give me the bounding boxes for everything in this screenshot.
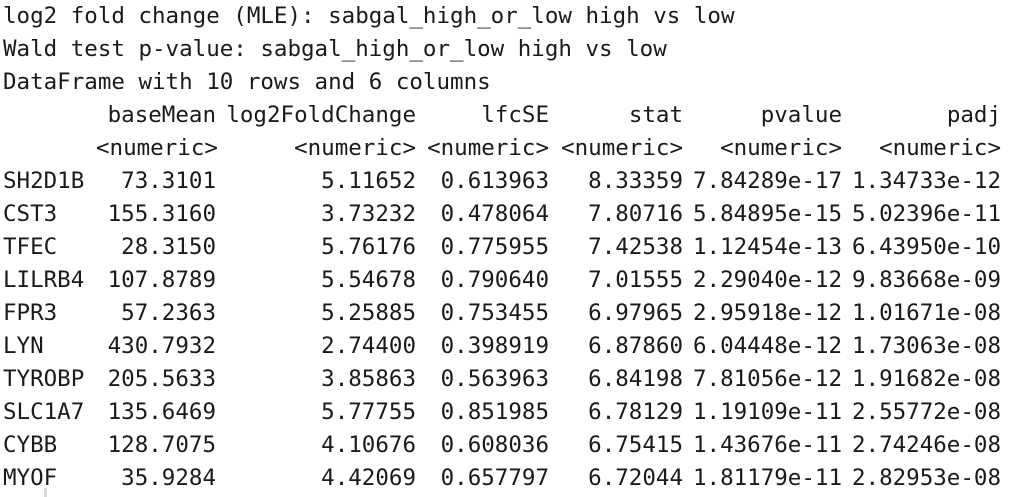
- header-line-wald-test: Wald test p-value: sabgal_high_or_low hi…: [3, 36, 667, 62]
- table-cell: 4.42069: [321, 465, 416, 491]
- row-name: SLC1A7: [3, 399, 85, 425]
- table-cell: 5.77755: [321, 399, 416, 425]
- table-cell: 2.55772e-08: [851, 399, 1001, 425]
- table-cell: 1.73063e-08: [851, 333, 1001, 359]
- table-cell: 430.7932: [107, 333, 216, 359]
- table-cell: 73.3101: [121, 168, 216, 194]
- table-cell: 1.34733e-12: [851, 168, 1001, 194]
- column-type: <numeric>: [720, 135, 842, 161]
- table-cell: 1.19109e-11: [692, 399, 842, 425]
- table-cell: 5.11652: [321, 168, 416, 194]
- column-header: stat: [628, 102, 683, 128]
- table-cell: 0.790640: [440, 267, 549, 293]
- row-name: TYROBP: [3, 366, 85, 392]
- table-cell: 0.563963: [440, 366, 549, 392]
- table-cell: 0.608036: [440, 432, 549, 458]
- table-cell: 0.478064: [440, 201, 549, 227]
- table-cell: 7.84289e-17: [692, 168, 842, 194]
- column-type: <numeric>: [427, 135, 549, 161]
- scroll-edge-mark: [44, 488, 47, 497]
- column-header: padj: [946, 102, 1001, 128]
- table-cell: 7.80716: [588, 201, 683, 227]
- table-cell: 9.83668e-09: [851, 267, 1001, 293]
- table-cell: 107.8789: [107, 267, 216, 293]
- row-name: CST3: [3, 201, 58, 227]
- table-cell: 1.01671e-08: [851, 300, 1001, 326]
- table-cell: 4.10676: [321, 432, 416, 458]
- table-cell: 0.657797: [440, 465, 549, 491]
- column-type: <numeric>: [294, 135, 416, 161]
- table-cell: 1.12454e-13: [692, 234, 842, 260]
- table-cell: 57.2363: [121, 300, 216, 326]
- table-cell: 0.851985: [440, 399, 549, 425]
- table-cell: 7.81056e-12: [692, 366, 842, 392]
- table-cell: 6.75415: [588, 432, 683, 458]
- table-cell: 7.01555: [588, 267, 683, 293]
- column-header: lfcSE: [481, 102, 549, 128]
- table-cell: 1.43676e-11: [692, 432, 842, 458]
- column-header: log2FoldChange: [226, 102, 416, 128]
- table-cell: 8.33359: [588, 168, 683, 194]
- table-cell: 205.5633: [107, 366, 216, 392]
- table-cell: 6.87860: [588, 333, 683, 359]
- header-line-fold-change: log2 fold change (MLE): sabgal_high_or_l…: [3, 3, 735, 29]
- table-cell: 3.85863: [321, 366, 416, 392]
- row-name: LYN: [3, 333, 44, 359]
- table-cell: 6.04448e-12: [692, 333, 842, 359]
- table-cell: 28.3150: [121, 234, 216, 260]
- table-cell: 2.74400: [321, 333, 416, 359]
- row-name: MYOF: [3, 465, 58, 491]
- table-cell: 6.97965: [588, 300, 683, 326]
- column-header: baseMean: [107, 102, 216, 128]
- row-name: SH2D1B: [3, 168, 85, 194]
- table-cell: 135.6469: [107, 399, 216, 425]
- table-cell: 7.42538: [588, 234, 683, 260]
- column-type: <numeric>: [879, 135, 1001, 161]
- row-name: CYBB: [3, 432, 58, 458]
- row-name: LILRB4: [3, 267, 85, 293]
- table-cell: 0.775955: [440, 234, 549, 260]
- table-cell: 2.95918e-12: [692, 300, 842, 326]
- table-cell: 35.9284: [121, 465, 216, 491]
- table-cell: 155.3160: [107, 201, 216, 227]
- table-cell: 1.91682e-08: [851, 366, 1001, 392]
- table-cell: 0.753455: [440, 300, 549, 326]
- header-line-dataframe-dims: DataFrame with 10 rows and 6 columns: [3, 69, 491, 95]
- table-cell: 128.7075: [107, 432, 216, 458]
- row-name: FPR3: [3, 300, 58, 326]
- table-cell: 5.25885: [321, 300, 416, 326]
- table-cell: 6.43950e-10: [851, 234, 1001, 260]
- table-cell: 5.02396e-11: [851, 201, 1001, 227]
- table-cell: 5.54678: [321, 267, 416, 293]
- table-cell: 3.73232: [321, 201, 416, 227]
- column-type: <numeric>: [96, 135, 218, 161]
- table-cell: 6.84198: [588, 366, 683, 392]
- column-type: <numeric>: [561, 135, 683, 161]
- table-cell: 0.398919: [440, 333, 549, 359]
- row-name: TFEC: [3, 234, 58, 260]
- table-cell: 6.72044: [588, 465, 683, 491]
- table-cell: 2.29040e-12: [692, 267, 842, 293]
- table-cell: 2.74246e-08: [851, 432, 1001, 458]
- table-cell: 0.613963: [440, 168, 549, 194]
- table-cell: 6.78129: [588, 399, 683, 425]
- table-cell: 5.76176: [321, 234, 416, 260]
- table-cell: 1.81179e-11: [692, 465, 842, 491]
- column-header: pvalue: [760, 102, 842, 128]
- table-cell: 5.84895e-15: [692, 201, 842, 227]
- table-cell: 2.82953e-08: [851, 465, 1001, 491]
